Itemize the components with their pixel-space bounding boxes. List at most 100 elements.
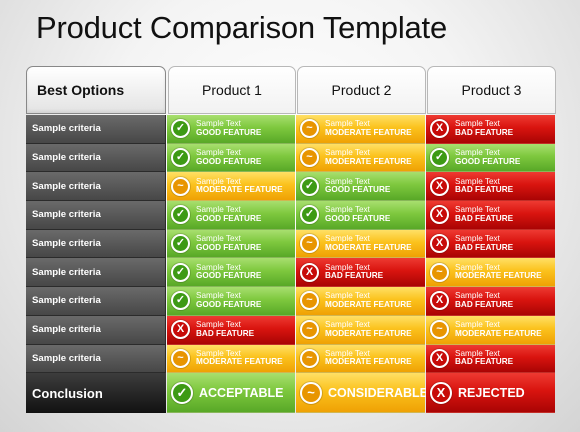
feature-rating: MODERATE FEATURE xyxy=(196,357,283,367)
table-row: Sample criteria ✓ Sample Text GOOD FEATURE ~… xyxy=(26,229,558,259)
feature-cell-bad: X Sample Text BAD FEATURE xyxy=(426,287,555,316)
feature-cell-moderate: ~ Sample Text MODERATE FEATURE xyxy=(426,315,555,345)
tilde-icon: ~ xyxy=(300,348,319,368)
x-icon: X xyxy=(430,234,449,254)
check-icon: ✓ xyxy=(300,205,319,225)
feature-sample-text: Sample Text xyxy=(196,119,241,129)
feature-cell-moderate: ~ Sample Text MODERATE FEATURE xyxy=(296,315,425,345)
feature-cell-moderate: ~ Sample Text MODERATE FEATURE xyxy=(167,344,295,374)
feature-sample-text: Sample Text xyxy=(325,262,370,272)
feature-cell-moderate: ~ Sample Text MODERATE FEATURE xyxy=(296,344,425,374)
header-product-3: Product 3 xyxy=(427,66,556,114)
x-icon: X xyxy=(300,262,319,282)
criteria-label: Sample criteria xyxy=(26,172,166,202)
comparison-table: Best Options Product 1 Product 2 Product… xyxy=(26,66,558,414)
feature-rating: MODERATE FEATURE xyxy=(455,271,542,281)
table-row: Sample criteria ✓ Sample Text GOOD FEATURE ~… xyxy=(26,287,558,316)
conclusion-row: Conclusion ✓ ACCEPTABLE ~ CONSIDERABLE X REJEC… xyxy=(26,373,558,414)
feature-sample-text: Sample Text xyxy=(196,348,241,358)
table-row: Sample criteria ~ Sample Text MODERATE FEAT… xyxy=(26,344,558,374)
feature-rating: GOOD FEATURE xyxy=(196,127,262,137)
check-icon: ✓ xyxy=(171,148,190,168)
feature-cell-good: ✓ Sample Text GOOD FEATURE xyxy=(167,229,295,259)
table-row: Sample criteria ✓ Sample Text GOOD FEATURE ✓… xyxy=(26,201,558,230)
feature-rating: BAD FEATURE xyxy=(455,213,514,223)
feature-cell-bad: X Sample Text BAD FEATURE xyxy=(426,115,555,144)
feature-cell-good: ✓ Sample Text GOOD FEATURE xyxy=(167,143,295,173)
feature-sample-text: Sample Text xyxy=(196,147,241,157)
feature-cell-moderate: ~ Sample Text MODERATE FEATURE xyxy=(296,229,425,259)
feature-sample-text: Sample Text xyxy=(455,119,500,129)
table-body: Sample criteria ✓ Sample Text GOOD FEATURE ~… xyxy=(26,115,558,414)
check-icon: ✓ xyxy=(171,205,190,225)
feature-sample-text: Sample Text xyxy=(455,262,500,272)
feature-rating: MODERATE FEATURE xyxy=(325,242,412,252)
tilde-icon: ~ xyxy=(430,262,449,282)
feature-sample-text: Sample Text xyxy=(196,262,241,272)
conclusion-cell-good: ✓ ACCEPTABLE xyxy=(167,373,295,414)
feature-cell-moderate: ~ Sample Text MODERATE FEATURE xyxy=(426,258,555,288)
header-product-1: Product 1 xyxy=(168,66,296,114)
x-icon: X xyxy=(430,176,449,196)
feature-sample-text: Sample Text xyxy=(325,320,370,330)
feature-cell-bad: X Sample Text BAD FEATURE xyxy=(426,201,555,230)
feature-rating: GOOD FEATURE xyxy=(325,185,391,195)
table-row: Sample criteria ~ Sample Text MODERATE FEAT… xyxy=(26,172,558,202)
check-icon: ✓ xyxy=(171,291,190,311)
feature-cell-moderate: ~ Sample Text MODERATE FEATURE xyxy=(296,115,425,144)
criteria-label: Sample criteria xyxy=(26,229,166,259)
feature-cell-good: ✓ Sample Text GOOD FEATURE xyxy=(296,201,425,230)
feature-sample-text: Sample Text xyxy=(325,348,370,358)
tilde-icon: ~ xyxy=(430,320,449,340)
feature-cell-good: ✓ Sample Text GOOD FEATURE xyxy=(167,201,295,230)
feature-rating: MODERATE FEATURE xyxy=(455,328,542,338)
feature-sample-text: Sample Text xyxy=(455,205,500,215)
feature-cell-bad: X Sample Text BAD FEATURE xyxy=(426,229,555,259)
feature-cell-moderate: ~ Sample Text MODERATE FEATURE xyxy=(167,172,295,202)
feature-sample-text: Sample Text xyxy=(325,119,370,129)
tilde-icon: ~ xyxy=(300,320,319,340)
criteria-label: Sample criteria xyxy=(26,143,166,173)
tilde-icon: ~ xyxy=(300,234,319,254)
feature-sample-text: Sample Text xyxy=(325,233,370,243)
feature-cell-bad: X Sample Text BAD FEATURE xyxy=(426,172,555,202)
feature-cell-good: ✓ Sample Text GOOD FEATURE xyxy=(167,258,295,288)
slide-title: Product Comparison Template xyxy=(36,10,448,45)
feature-cell-good: ✓ Sample Text GOOD FEATURE xyxy=(296,172,425,202)
feature-sample-text: Sample Text xyxy=(196,291,241,301)
tilde-icon: ~ xyxy=(300,148,319,168)
criteria-label: Sample criteria xyxy=(26,258,166,288)
feature-sample-text: Sample Text xyxy=(325,205,370,215)
feature-rating: BAD FEATURE xyxy=(455,242,514,252)
feature-rating: GOOD FEATURE xyxy=(455,156,521,166)
feature-sample-text: Sample Text xyxy=(325,176,370,186)
feature-sample-text: Sample Text xyxy=(455,233,500,243)
feature-cell-bad: X Sample Text BAD FEATURE xyxy=(167,315,295,345)
feature-cell-moderate: ~ Sample Text MODERATE FEATURE xyxy=(296,143,425,173)
conclusion-cell-bad: X REJECTED xyxy=(426,373,555,414)
x-icon: X xyxy=(430,205,449,225)
check-icon: ✓ xyxy=(171,119,190,139)
feature-sample-text: Sample Text xyxy=(455,291,500,301)
conclusion-verdict: CONSIDERABLE xyxy=(328,385,429,400)
feature-cell-bad: X Sample Text BAD FEATURE xyxy=(296,258,425,288)
tilde-icon: ~ xyxy=(300,119,319,139)
header-product-2: Product 2 xyxy=(297,66,426,114)
feature-rating: MODERATE FEATURE xyxy=(325,299,412,309)
feature-rating: BAD FEATURE xyxy=(455,127,514,137)
check-icon: ✓ xyxy=(300,176,319,196)
feature-rating: GOOD FEATURE xyxy=(196,213,262,223)
x-icon: X xyxy=(430,291,449,311)
feature-rating: GOOD FEATURE xyxy=(196,271,262,281)
check-icon: ✓ xyxy=(171,262,190,282)
conclusion-label: Conclusion xyxy=(26,373,166,414)
conclusion-cell-moderate: ~ CONSIDERABLE xyxy=(296,373,429,414)
conclusion-verdict: REJECTED xyxy=(458,385,525,400)
table-row: Sample criteria ✓ Sample Text GOOD FEATURE X… xyxy=(26,258,558,288)
feature-sample-text: Sample Text xyxy=(196,205,241,215)
feature-sample-text: Sample Text xyxy=(455,176,500,186)
feature-sample-text: Sample Text xyxy=(325,291,370,301)
table-row: Sample criteria ✓ Sample Text GOOD FEATURE ~… xyxy=(26,143,558,173)
table-row: Sample criteria X Sample Text BAD FEATURE ~ S… xyxy=(26,315,558,345)
x-icon: X xyxy=(430,348,449,368)
